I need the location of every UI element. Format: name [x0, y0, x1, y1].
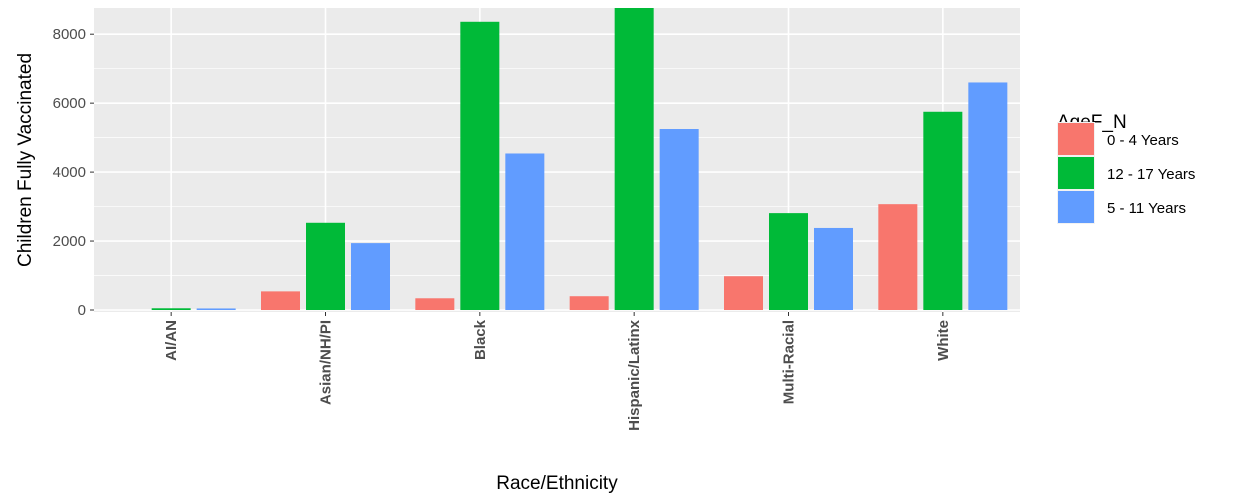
bar: [614, 8, 654, 310]
legend-swatch: [1058, 123, 1094, 155]
legend-label: 12 - 17 Years: [1107, 166, 1195, 183]
bar: [306, 222, 345, 310]
bar: [968, 82, 1008, 310]
x-axis: AI/AN Asian/NH/PI Black Hispanic/Latinx Mult…: [163, 312, 952, 431]
x-tick-label: AI/AN: [163, 320, 180, 361]
x-tick-label: White: [935, 320, 952, 361]
legend-label: 5 - 11 Years: [1107, 200, 1186, 217]
bar: [569, 296, 609, 310]
y-tick-label: 0: [78, 302, 86, 319]
y-axis: 0 2000 4000 6000 8000: [53, 26, 94, 319]
bar: [351, 243, 390, 310]
x-tick-label: Black: [472, 319, 489, 360]
bar: [814, 227, 853, 310]
bar: [659, 129, 699, 310]
legend-swatch: [1058, 191, 1094, 223]
bar: [505, 153, 545, 310]
bar: [923, 111, 963, 310]
y-tick-label: 2000: [53, 233, 86, 250]
bar: [151, 308, 191, 310]
bar: [878, 204, 918, 310]
bar: [415, 298, 455, 310]
minor-gridlines: [94, 68, 1020, 276]
x-tick-label: Multi-Racial: [781, 320, 798, 404]
y-axis-title: Children Fully Vaccinated: [15, 53, 36, 267]
bar: [261, 291, 300, 310]
y-tick-label: 8000: [53, 26, 86, 43]
bar: [724, 276, 763, 310]
bar: [196, 308, 236, 310]
bar: [460, 21, 500, 311]
y-tick-label: 4000: [53, 164, 86, 181]
bar: [769, 213, 808, 310]
legend-label: 0 - 4 Years: [1107, 132, 1179, 149]
x-tick-label: Asian/NH/PI: [318, 320, 335, 405]
bars: [151, 8, 1008, 311]
plot-panel: [94, 8, 1020, 312]
legend-swatch: [1058, 157, 1094, 189]
y-tick-label: 6000: [53, 95, 86, 112]
x-axis-title: Race/Ethnicity: [496, 473, 618, 494]
x-tick-label: Hispanic/Latinx: [626, 319, 643, 431]
